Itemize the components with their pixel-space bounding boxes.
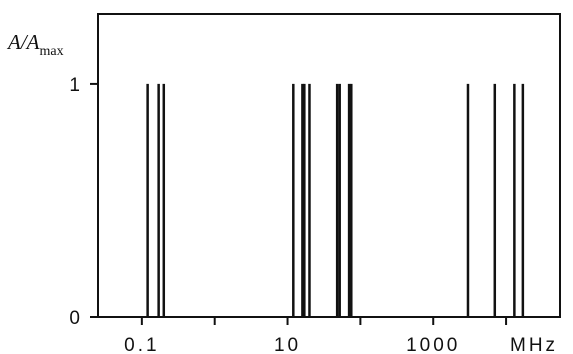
y-tick-label: 0 xyxy=(69,308,80,329)
y-axis-label-main: A/A xyxy=(6,30,40,54)
x-tick-label: 1000 xyxy=(406,335,460,354)
x-axis-unit-label: MHz xyxy=(510,335,558,354)
y-tick-label: 1 xyxy=(69,75,80,96)
x-tick-label: 0.1 xyxy=(124,335,159,354)
x-axis-tick-labels: 0.1 10 1000 xyxy=(124,335,460,354)
plot-frame xyxy=(97,13,561,318)
y-axis-label-subscript: max xyxy=(40,44,64,59)
x-axis-ticks xyxy=(140,317,508,325)
y-axis-tick-labels: 01 xyxy=(69,75,80,329)
y-axis-label: A/Amax xyxy=(6,30,64,59)
spectral-lines xyxy=(146,83,525,317)
x-tick-label: 10 xyxy=(274,335,301,354)
y-axis-ticks xyxy=(90,82,98,318)
